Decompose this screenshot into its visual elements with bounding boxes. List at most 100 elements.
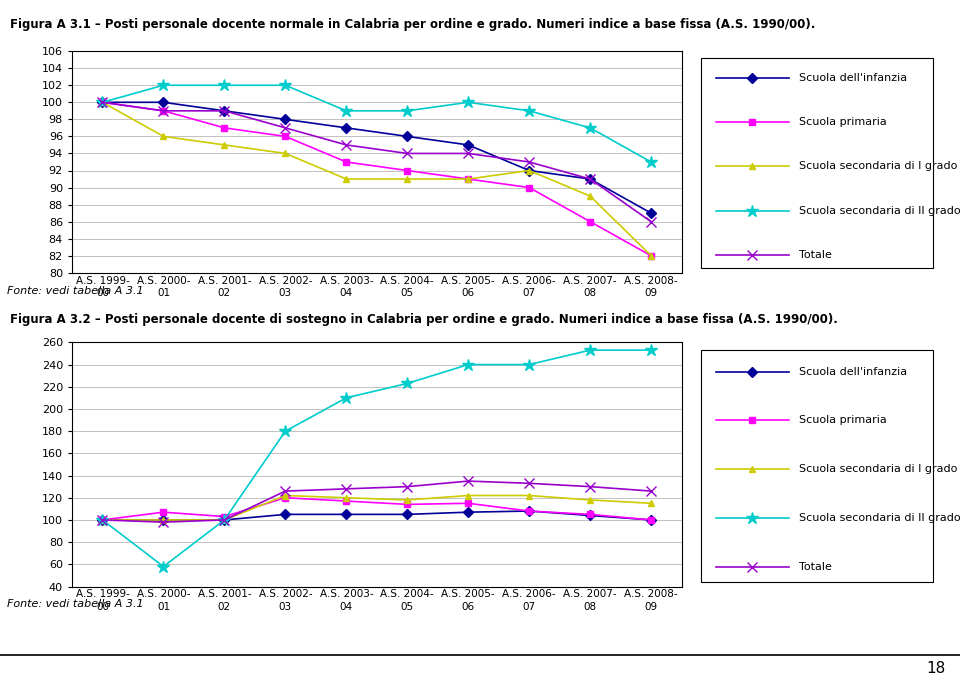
Scuola primaria xyxy=(523,183,535,192)
Line: Scuola secondaria di II grado: Scuola secondaria di II grado xyxy=(96,79,658,168)
Scuola primaria xyxy=(523,507,535,515)
Totale xyxy=(219,106,230,115)
Text: Scuola dell'infanzia: Scuola dell'infanzia xyxy=(799,367,907,376)
Scuola secondaria di II grado xyxy=(401,106,413,115)
Totale xyxy=(157,518,169,527)
Scuola primaria xyxy=(401,166,413,175)
Scuola primaria xyxy=(157,106,169,115)
Scuola dell'infanzia xyxy=(97,98,108,106)
Totale xyxy=(463,477,474,485)
Scuola secondaria di II grado xyxy=(157,563,169,571)
Line: Scuola dell'infanzia: Scuola dell'infanzia xyxy=(99,507,655,523)
Scuola primaria xyxy=(219,512,230,520)
Scuola secondaria di I grado xyxy=(279,492,291,500)
Scuola primaria xyxy=(279,494,291,502)
Scuola secondaria di I grado xyxy=(97,516,108,524)
Scuola secondaria di II grado xyxy=(585,346,596,354)
Line: Scuola primaria: Scuola primaria xyxy=(99,494,655,523)
Text: Scuola secondaria di I grado: Scuola secondaria di I grado xyxy=(799,162,957,171)
FancyBboxPatch shape xyxy=(701,58,933,269)
Scuola secondaria di I grado xyxy=(645,252,657,260)
Scuola secondaria di I grado xyxy=(97,98,108,106)
Totale xyxy=(585,175,596,183)
Line: Totale: Totale xyxy=(98,476,656,527)
Scuola dell'infanzia xyxy=(523,507,535,515)
Text: Fonte: vedi tabella A 3.1: Fonte: vedi tabella A 3.1 xyxy=(8,599,144,609)
Scuola secondaria di I grado xyxy=(157,132,169,140)
Scuola primaria xyxy=(645,252,657,260)
Text: Scuola secondaria di I grado: Scuola secondaria di I grado xyxy=(799,464,957,474)
Scuola secondaria di II grado xyxy=(341,394,352,402)
Line: Totale: Totale xyxy=(98,98,656,226)
Scuola primaria xyxy=(97,98,108,106)
Scuola dell'infanzia xyxy=(463,140,474,149)
Totale xyxy=(645,218,657,226)
FancyBboxPatch shape xyxy=(701,350,933,582)
Scuola dell'infanzia xyxy=(645,209,657,217)
Scuola secondaria di I grado xyxy=(279,149,291,158)
Scuola secondaria di I grado xyxy=(463,175,474,183)
Scuola primaria xyxy=(401,501,413,509)
Scuola secondaria di I grado xyxy=(341,175,352,183)
Totale xyxy=(401,483,413,491)
Scuola secondaria di I grado xyxy=(523,166,535,175)
Scuola primaria xyxy=(645,516,657,524)
Totale xyxy=(523,158,535,166)
Scuola dell'infanzia xyxy=(341,510,352,518)
Text: Figura A 3.1 – Posti personale docente normale in Calabria per ordine e grado. N: Figura A 3.1 – Posti personale docente n… xyxy=(10,18,815,31)
Scuola secondaria di I grado xyxy=(645,499,657,507)
Totale xyxy=(97,516,108,524)
Scuola secondaria di II grado xyxy=(97,516,108,524)
Scuola secondaria di II grado xyxy=(341,106,352,115)
Scuola secondaria di II grado xyxy=(463,361,474,369)
Totale xyxy=(279,487,291,495)
Scuola primaria xyxy=(341,497,352,505)
Scuola dell'infanzia xyxy=(401,132,413,140)
Scuola secondaria di II grado xyxy=(219,516,230,524)
Scuola dell'infanzia xyxy=(279,510,291,518)
Scuola secondaria di II grado xyxy=(645,158,657,166)
Totale xyxy=(341,485,352,493)
Text: Scuola primaria: Scuola primaria xyxy=(799,415,887,426)
Scuola secondaria di I grado xyxy=(585,192,596,201)
Scuola primaria xyxy=(97,516,108,524)
Scuola secondaria di II grado xyxy=(279,427,291,435)
Line: Scuola secondaria di II grado: Scuola secondaria di II grado xyxy=(96,344,658,573)
Scuola primaria xyxy=(463,175,474,183)
Scuola primaria xyxy=(585,218,596,226)
Scuola secondaria di I grado xyxy=(157,516,169,524)
Text: Scuola secondaria di II grado: Scuola secondaria di II grado xyxy=(799,513,960,523)
Scuola primaria xyxy=(219,124,230,132)
Scuola secondaria di I grado xyxy=(463,492,474,500)
Line: Scuola dell'infanzia: Scuola dell'infanzia xyxy=(99,99,655,217)
Totale xyxy=(97,98,108,106)
Text: Scuola secondaria di II grado: Scuola secondaria di II grado xyxy=(799,206,960,216)
Totale xyxy=(645,487,657,495)
Scuola secondaria di II grado xyxy=(523,361,535,369)
Totale xyxy=(157,106,169,115)
Totale xyxy=(523,479,535,488)
Scuola primaria xyxy=(157,508,169,516)
Scuola dell'infanzia xyxy=(279,115,291,123)
Text: Figura A 3.2 – Posti personale docente di sostegno in Calabria per ordine e grad: Figura A 3.2 – Posti personale docente d… xyxy=(10,312,837,326)
Scuola dell'infanzia xyxy=(157,98,169,106)
Totale xyxy=(219,516,230,524)
Text: Totale: Totale xyxy=(799,562,831,572)
Scuola dell'infanzia xyxy=(219,516,230,524)
Scuola primaria xyxy=(463,499,474,507)
Scuola secondaria di II grado xyxy=(523,106,535,115)
Scuola dell'infanzia xyxy=(463,508,474,516)
Scuola secondaria di II grado xyxy=(585,124,596,132)
Scuola secondaria di I grado xyxy=(401,496,413,504)
Text: Scuola dell'infanzia: Scuola dell'infanzia xyxy=(799,73,907,83)
Scuola primaria xyxy=(279,132,291,140)
Scuola secondaria di I grado xyxy=(523,492,535,500)
Scuola secondaria di II grado xyxy=(279,81,291,89)
Scuola primaria xyxy=(585,510,596,518)
Scuola dell'infanzia xyxy=(523,166,535,175)
Scuola secondaria di II grado xyxy=(463,98,474,106)
Scuola primaria xyxy=(341,158,352,166)
Line: Scuola secondaria di I grado: Scuola secondaria di I grado xyxy=(99,492,655,523)
Text: Fonte: vedi tabella A 3.1: Fonte: vedi tabella A 3.1 xyxy=(8,286,144,295)
Scuola secondaria di II grado xyxy=(157,81,169,89)
